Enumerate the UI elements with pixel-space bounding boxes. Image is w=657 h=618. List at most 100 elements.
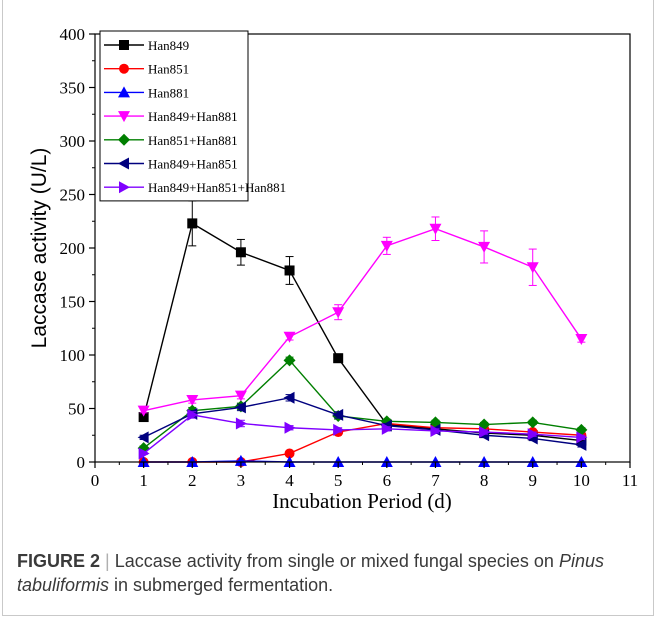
data-point [137, 431, 149, 444]
data-point [235, 417, 247, 430]
data-point [430, 424, 442, 437]
legend-label: Han849+Han851+Han881 [148, 180, 286, 195]
data-point [137, 405, 150, 417]
x-tick-label: 4 [285, 471, 294, 490]
series-line [143, 397, 582, 446]
x-tick-label: 9 [528, 471, 537, 490]
x-tick-label: 11 [622, 471, 638, 490]
legend-label: Han881 [148, 85, 189, 100]
y-tick-label: 50 [68, 400, 85, 419]
legend-item: Han849+Han851 [104, 157, 238, 172]
data-point [187, 218, 198, 229]
data-point [575, 438, 587, 451]
x-tick-label: 7 [431, 471, 440, 490]
data-point [234, 454, 247, 466]
legend-marker [119, 40, 129, 50]
legend-marker [118, 157, 129, 170]
legend-label: Han849+Han851 [148, 157, 238, 172]
data-point [526, 416, 539, 429]
caption-separator: | [105, 551, 110, 571]
series-han851-han881 [137, 354, 588, 455]
x-tick-label: 3 [237, 471, 246, 490]
series-line [143, 227, 582, 412]
series-line [142, 222, 582, 442]
y-tick-label: 300 [60, 132, 86, 151]
series-han849-han851-han881 [138, 408, 588, 460]
data-point [283, 331, 296, 343]
data-point [138, 447, 150, 460]
legend-label: Han849 [148, 38, 189, 53]
legend: Han849 Han851 Han881 Han849+Han881 Han851+Ha… [99, 30, 286, 202]
legend-item: Han851 [104, 62, 189, 77]
x-axis-label: Incubation Period (d) [272, 489, 452, 513]
series-line [143, 359, 582, 449]
data-point [138, 412, 149, 423]
data-point [284, 421, 296, 434]
y-tick-label: 250 [60, 186, 86, 205]
legend-marker [118, 111, 130, 123]
x-tick-label: 5 [334, 471, 343, 490]
legend-item: Han849 [104, 38, 189, 53]
data-point [332, 408, 344, 421]
y-tick-label: 100 [60, 346, 86, 365]
series-line [143, 414, 582, 454]
axes-layer: 0 1 2 3 4 5 6 7 8 9 10 11 0 50 100 150 200 250 300 350 400 [60, 25, 639, 490]
x-tick-label: 0 [91, 471, 100, 490]
x-tick-label: 10 [573, 471, 590, 490]
legend-item: Han849+Han851+Han881 [104, 180, 286, 195]
data-point [429, 223, 442, 235]
data-point [234, 401, 246, 414]
x-tick-label: 1 [139, 471, 148, 490]
legend-marker [118, 133, 130, 146]
legend-item: Han851+Han881 [104, 133, 238, 148]
data-point [333, 423, 345, 436]
data-point [283, 354, 296, 367]
x-tick-label: 2 [188, 471, 197, 490]
legend-item: Han849+Han881 [104, 109, 238, 124]
caption-text-before: Laccase activity from single or mixed fu… [109, 551, 559, 571]
data-point [527, 428, 539, 441]
legend-label: Han849+Han881 [148, 109, 238, 124]
series-han881 [137, 454, 588, 467]
data-point [235, 247, 246, 258]
series-han851 [138, 418, 587, 467]
data-point [186, 394, 199, 406]
y-axis-label: Laccase activity (U/L) [28, 148, 51, 349]
series-layer [137, 200, 588, 467]
laccase-activity-chart: 0 1 2 3 4 5 6 7 8 9 10 11 0 50 100 150 200 250 300 350 400 H… [28, 25, 639, 513]
data-point [283, 391, 295, 404]
data-point [284, 265, 295, 276]
legend-marker [119, 63, 129, 74]
series-han849-han881 [137, 216, 588, 417]
data-point [381, 422, 393, 435]
legend-marker [119, 181, 130, 194]
data-point [333, 353, 344, 364]
figure-caption: FIGURE 2 | Laccase activity from single … [17, 549, 637, 597]
series-han849-han851 [137, 391, 587, 451]
data-point [526, 262, 539, 274]
caption-text-after: in submerged fermentation. [109, 575, 334, 595]
y-tick-label: 150 [60, 293, 86, 312]
y-tick-label: 0 [77, 453, 86, 472]
data-point [380, 240, 393, 252]
data-point [332, 307, 345, 319]
y-tick-label: 350 [60, 79, 86, 98]
data-point [187, 408, 199, 421]
legend-marker [118, 86, 130, 98]
y-tick-label: 200 [60, 239, 86, 258]
data-point [478, 241, 491, 253]
legend-label: Han851 [148, 62, 189, 77]
data-point [284, 448, 295, 459]
legend-item: Han881 [104, 85, 189, 100]
y-tick-label: 400 [60, 25, 86, 44]
legend-label: Han851+Han881 [148, 133, 238, 148]
caption-label: FIGURE 2 [17, 551, 101, 571]
data-point [234, 390, 247, 402]
data-point [479, 426, 491, 439]
x-tick-label: 6 [383, 471, 392, 490]
caption-species: Pinus tabuliformis [17, 551, 604, 595]
x-tick-label: 8 [480, 471, 489, 490]
data-point [575, 333, 588, 345]
data-point [576, 431, 588, 444]
